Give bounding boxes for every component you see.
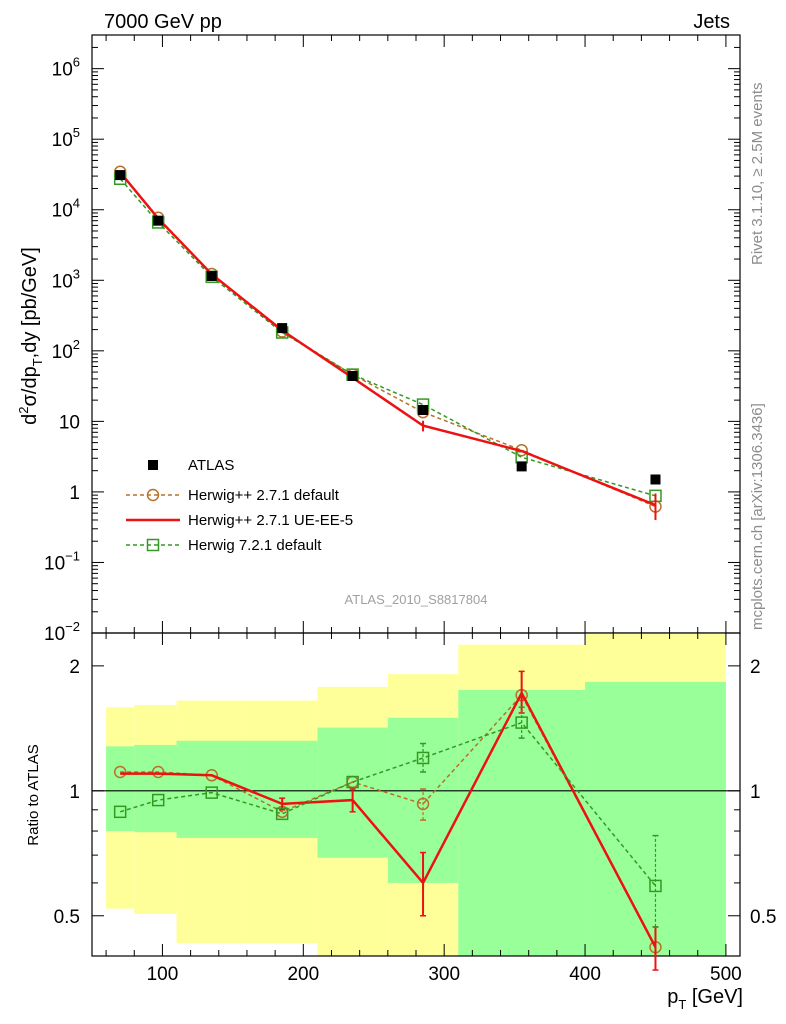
ratio-panel: 0.5 0.5 1 1 2 2 100 200 300 400 500 (54, 632, 776, 985)
atlas-data-point (347, 370, 358, 381)
main-y-axis-label: d2σ/dpT,dy [pb/GeV] (16, 247, 45, 425)
legend-herwig7-default-marker (146, 538, 160, 552)
rivet-label: Rivet 3.1.10, ≥ 2.5M events (749, 83, 766, 266)
ratio-herwig7-default-point (205, 786, 218, 799)
legend-item-atlas: ATLAS (148, 457, 234, 474)
ratio-herwig7-default-point (275, 807, 289, 821)
legend-herwigpp-ueee5-label: Herwig++ 2.7.1 UE-EE-5 (188, 512, 353, 529)
ratio-y-tick-label-right: 0.5 (750, 907, 776, 928)
ratio-herwig7-default-point (515, 716, 528, 729)
analysis-type-label: Jets (693, 11, 730, 33)
legend-atlas-label: ATLAS (188, 457, 234, 474)
ratio-y-tick-label-right: 2 (750, 657, 761, 678)
atlas-data-point (516, 461, 527, 472)
atlas-data-point (153, 215, 164, 226)
atlas-data-point (115, 170, 126, 181)
main-y-tick-label: 103 (52, 266, 80, 292)
legend: ATLAS Herwig++ 2.7.1 default Herwig++ 2.… (126, 457, 353, 554)
ratio-series-line-2 (119, 721, 657, 887)
main-y-tick-label: 105 (52, 125, 80, 151)
ratio-herwigpp-default-point (151, 765, 165, 779)
legend-atlas-marker (148, 460, 158, 470)
legend-item-herwig7-default: Herwig 7.2.1 default (126, 537, 322, 554)
ratio-series-line-0 (120, 693, 657, 948)
ratio-herwig7-default-point (346, 775, 359, 789)
ratio-herwig7-default-point (113, 805, 127, 819)
ratio-y-tick-label-left: 0.5 (54, 907, 80, 928)
uncertainty-band-inner (176, 740, 247, 838)
legend-herwigpp-default-label: Herwig++ 2.7.1 default (188, 487, 340, 504)
uncertainty-band-inner (134, 744, 177, 833)
ratio-herwig7-default-point (416, 751, 430, 765)
atlas-data-point (418, 404, 429, 415)
ratio-herwigpp-default-point (113, 765, 127, 779)
ratio-x-tick-label: 200 (287, 964, 319, 985)
ratio-herwig7-default-point (649, 879, 662, 893)
analysis-watermark: ATLAS_2010_S8817804 (345, 592, 488, 607)
ratio-x-tick-label: 100 (147, 964, 179, 985)
series-line-2 (119, 171, 656, 507)
legend-herwigpp-default-marker (146, 488, 160, 502)
ratio-herwig7-default-point (151, 793, 165, 807)
ratio-y-axis-label: Ratio to ATLAS (25, 744, 42, 845)
uncertainty-band-inner (246, 740, 318, 838)
ratio-herwigpp-default-point (416, 797, 430, 811)
main-y-tick-label: 10−1 (44, 548, 80, 574)
ratio-y-tick-label-right: 1 (750, 782, 761, 803)
atlas-data-point (650, 474, 661, 485)
main-y-tick-label: 102 (52, 337, 80, 363)
uncertainty-band-inner (458, 689, 586, 956)
main-y-tick-label: 10 (59, 412, 80, 433)
series-line-3 (119, 178, 656, 497)
main-y-tick-label: 10−2 (44, 619, 80, 645)
ratio-x-axis-label: pT [GeV] (667, 986, 743, 1012)
atlas-data-point (206, 271, 217, 282)
main-y-tick-label: 104 (52, 196, 80, 222)
ratio-x-tick-label: 300 (428, 964, 460, 985)
legend-item-herwigpp-default: Herwig++ 2.7.1 default (126, 487, 340, 504)
ratio-y-tick-label-left: 1 (69, 782, 80, 803)
legend-item-herwigpp-ueee5: Herwig++ 2.7.1 UE-EE-5 (126, 512, 353, 529)
ratio-x-tick-label: 400 (569, 964, 601, 985)
ratio-y-tick-label-left: 2 (69, 657, 80, 678)
atlas-data-point (277, 323, 288, 334)
ratio-x-tick-label: 500 (710, 964, 742, 985)
legend-herwig7-default-label: Herwig 7.2.1 default (188, 537, 322, 554)
ratio-series-line-1 (120, 690, 657, 948)
main-y-tick-label: 1 (69, 483, 80, 504)
main-y-tick-label: 106 (52, 55, 80, 81)
uncertainty-band-inner (106, 746, 135, 832)
beam-label: 7000 GeV pp (104, 11, 222, 33)
mcplots-label: mcplots.cern.ch [arXiv:1306.3436] (749, 403, 766, 630)
